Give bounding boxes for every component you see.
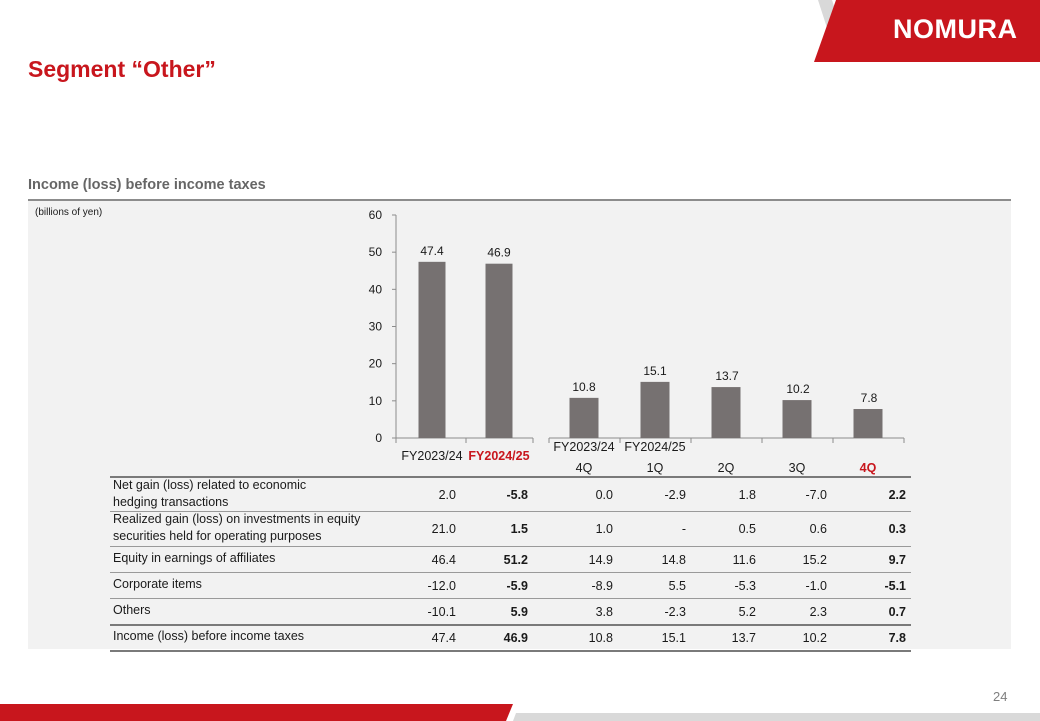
table-row-label-line: Equity in earnings of affiliates — [113, 550, 276, 565]
table-cell: 14.8 — [661, 552, 686, 567]
table-cell: 46.4 — [431, 552, 456, 567]
table-cell: 7.8 — [888, 630, 906, 645]
table-cell: 0.0 — [595, 487, 613, 502]
table-rule — [110, 511, 911, 512]
table-row-label-line: securities held for operating purposes — [113, 529, 322, 543]
section-divider — [28, 199, 1011, 201]
table-cell: -8.9 — [591, 578, 613, 593]
table-row-label: Others — [113, 602, 403, 619]
table-cell: 0.3 — [888, 522, 906, 536]
header-red-band — [814, 0, 1040, 62]
table-cell: -5.9 — [506, 578, 528, 593]
table-cell: 5.9 — [510, 604, 528, 619]
table-cell: 10.2 — [802, 630, 827, 645]
table-cell: 1.5 — [510, 522, 528, 536]
table-rule — [110, 650, 911, 652]
footer-gray-band — [513, 713, 1040, 721]
table-cell: 1.0 — [595, 522, 613, 536]
table-row-label-line: Corporate items — [113, 576, 202, 591]
table-cell: 14.9 — [588, 552, 613, 567]
footer-band — [0, 704, 1040, 721]
table-cell: -2.3 — [664, 604, 686, 619]
table-cell: 51.2 — [503, 552, 528, 567]
header-brand-band — [814, 0, 1040, 62]
table-cell: 10.8 — [588, 630, 613, 645]
table-cell: 2.0 — [438, 487, 456, 502]
table-row-label-line: hedging transactions — [113, 495, 229, 509]
table-cell: 15.1 — [661, 630, 686, 645]
table-cell: 46.9 — [503, 630, 528, 645]
table-rule — [110, 624, 911, 626]
table-row-label: Corporate items — [113, 576, 403, 593]
table-cell: -5.3 — [734, 578, 756, 593]
table-cell: -5.1 — [884, 578, 906, 593]
table-row-label-line: Income (loss) before income taxes — [113, 628, 305, 643]
table-cell: 5.5 — [668, 578, 686, 593]
page-title: Segment “Other” — [28, 56, 216, 82]
table-cell: 15.2 — [802, 552, 827, 567]
table-cell: 11.6 — [732, 552, 756, 567]
table-rule — [110, 476, 911, 478]
table-cell: 21.0 — [431, 522, 456, 536]
table-row-label: Net gain (loss) related to economic hedgi… — [113, 477, 403, 511]
table-row-label: Equity in earnings of affiliates — [113, 550, 403, 567]
table-cell: 5.2 — [738, 604, 756, 619]
table-row-label-line: Net gain (loss) related to economic — [113, 478, 307, 492]
table-row-label: Income (loss) before income taxes — [113, 628, 403, 645]
table-cell: 2.2 — [888, 487, 906, 502]
nomura-logo: NOMURA — [893, 14, 1018, 44]
table-cell: 3.8 — [595, 604, 613, 619]
table-rule — [110, 546, 911, 547]
table-rule — [110, 598, 911, 599]
footer-red-band — [0, 704, 513, 721]
table-rule — [110, 572, 911, 573]
table-cell: -7.0 — [805, 487, 827, 502]
table-cell: 47.4 — [431, 630, 456, 645]
table-cell: - — [681, 522, 686, 536]
table-cell: -1.0 — [805, 578, 827, 593]
table-cell: -10.1 — [427, 604, 457, 619]
chart-panel — [28, 201, 1011, 649]
table-cell: 0.6 — [809, 522, 827, 536]
table-cell: 1.8 — [738, 487, 756, 502]
table-cell: 9.7 — [888, 552, 906, 567]
section-title: Income (loss) before income taxes — [28, 177, 266, 193]
table-row-label-line: Realized gain (loss) on investments in e… — [113, 512, 361, 526]
table-cell: 0.7 — [888, 604, 906, 619]
table-cell: -2.9 — [664, 487, 686, 502]
unit-label: (billions of yen) — [35, 207, 103, 218]
table-cell: -12.0 — [427, 578, 457, 593]
table-cell: 0.5 — [738, 522, 756, 536]
table-row-label: Realized gain (loss) on investments in e… — [113, 511, 403, 545]
page-number: 24 — [993, 689, 1008, 704]
table-cell: 13.7 — [731, 630, 756, 645]
table-row-label-line: Others — [113, 602, 151, 617]
table-cell: -5.8 — [506, 487, 528, 502]
table-cell: 2.3 — [809, 604, 827, 619]
